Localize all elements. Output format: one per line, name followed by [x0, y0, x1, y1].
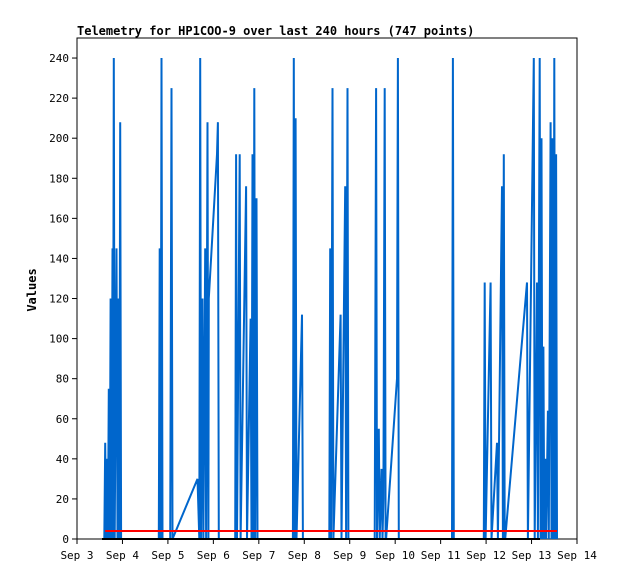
x-tick-label: Sep 11: [421, 549, 461, 562]
x-tick-label: Sep 7: [242, 549, 275, 562]
y-tick-label: 160: [49, 212, 69, 225]
x-tick-label: Sep 9: [333, 549, 366, 562]
x-tick-label: Sep 12: [466, 549, 506, 562]
series-line-1: [103, 57, 558, 540]
series-layer: [103, 57, 558, 540]
y-tick-label: 120: [49, 293, 69, 306]
x-tick-label: Sep 4: [106, 549, 139, 562]
y-tick-label: 0: [62, 533, 69, 546]
x-tick-label: Sep 14: [557, 549, 597, 562]
y-tick-label: 180: [49, 172, 69, 185]
y-tick-label: 140: [49, 252, 69, 265]
y-tick-label: 40: [56, 453, 69, 466]
chart-title: Telemetry for HP1COO-9 over last 240 hou…: [77, 24, 474, 38]
y-tick-label: 240: [49, 52, 69, 65]
x-tick-label: Sep 13: [512, 549, 552, 562]
y-tick-label: 60: [56, 413, 69, 426]
x-axis: Sep 3 Sep 4 Sep 5 Sep 6 Sep 7 Sep 8 Sep 9 Sep 1…: [60, 539, 597, 562]
x-tick-label: Sep 5: [151, 549, 184, 562]
y-tick-label: 20: [56, 493, 69, 506]
y-axis-label: Values: [25, 268, 39, 311]
x-tick-label: Sep 10: [375, 549, 415, 562]
x-tick-label: Sep 3: [60, 549, 93, 562]
x-tick-label: Sep 6: [197, 549, 230, 562]
y-tick-label: 200: [49, 132, 69, 145]
y-axis: 0 20 40 60 80 100 120 140 160 180 200 220 240: [49, 52, 77, 546]
x-tick-label: Sep 8: [288, 549, 321, 562]
y-tick-label: 220: [49, 92, 69, 105]
y-tick-label: 100: [49, 333, 69, 346]
y-tick-label: 80: [56, 373, 69, 386]
